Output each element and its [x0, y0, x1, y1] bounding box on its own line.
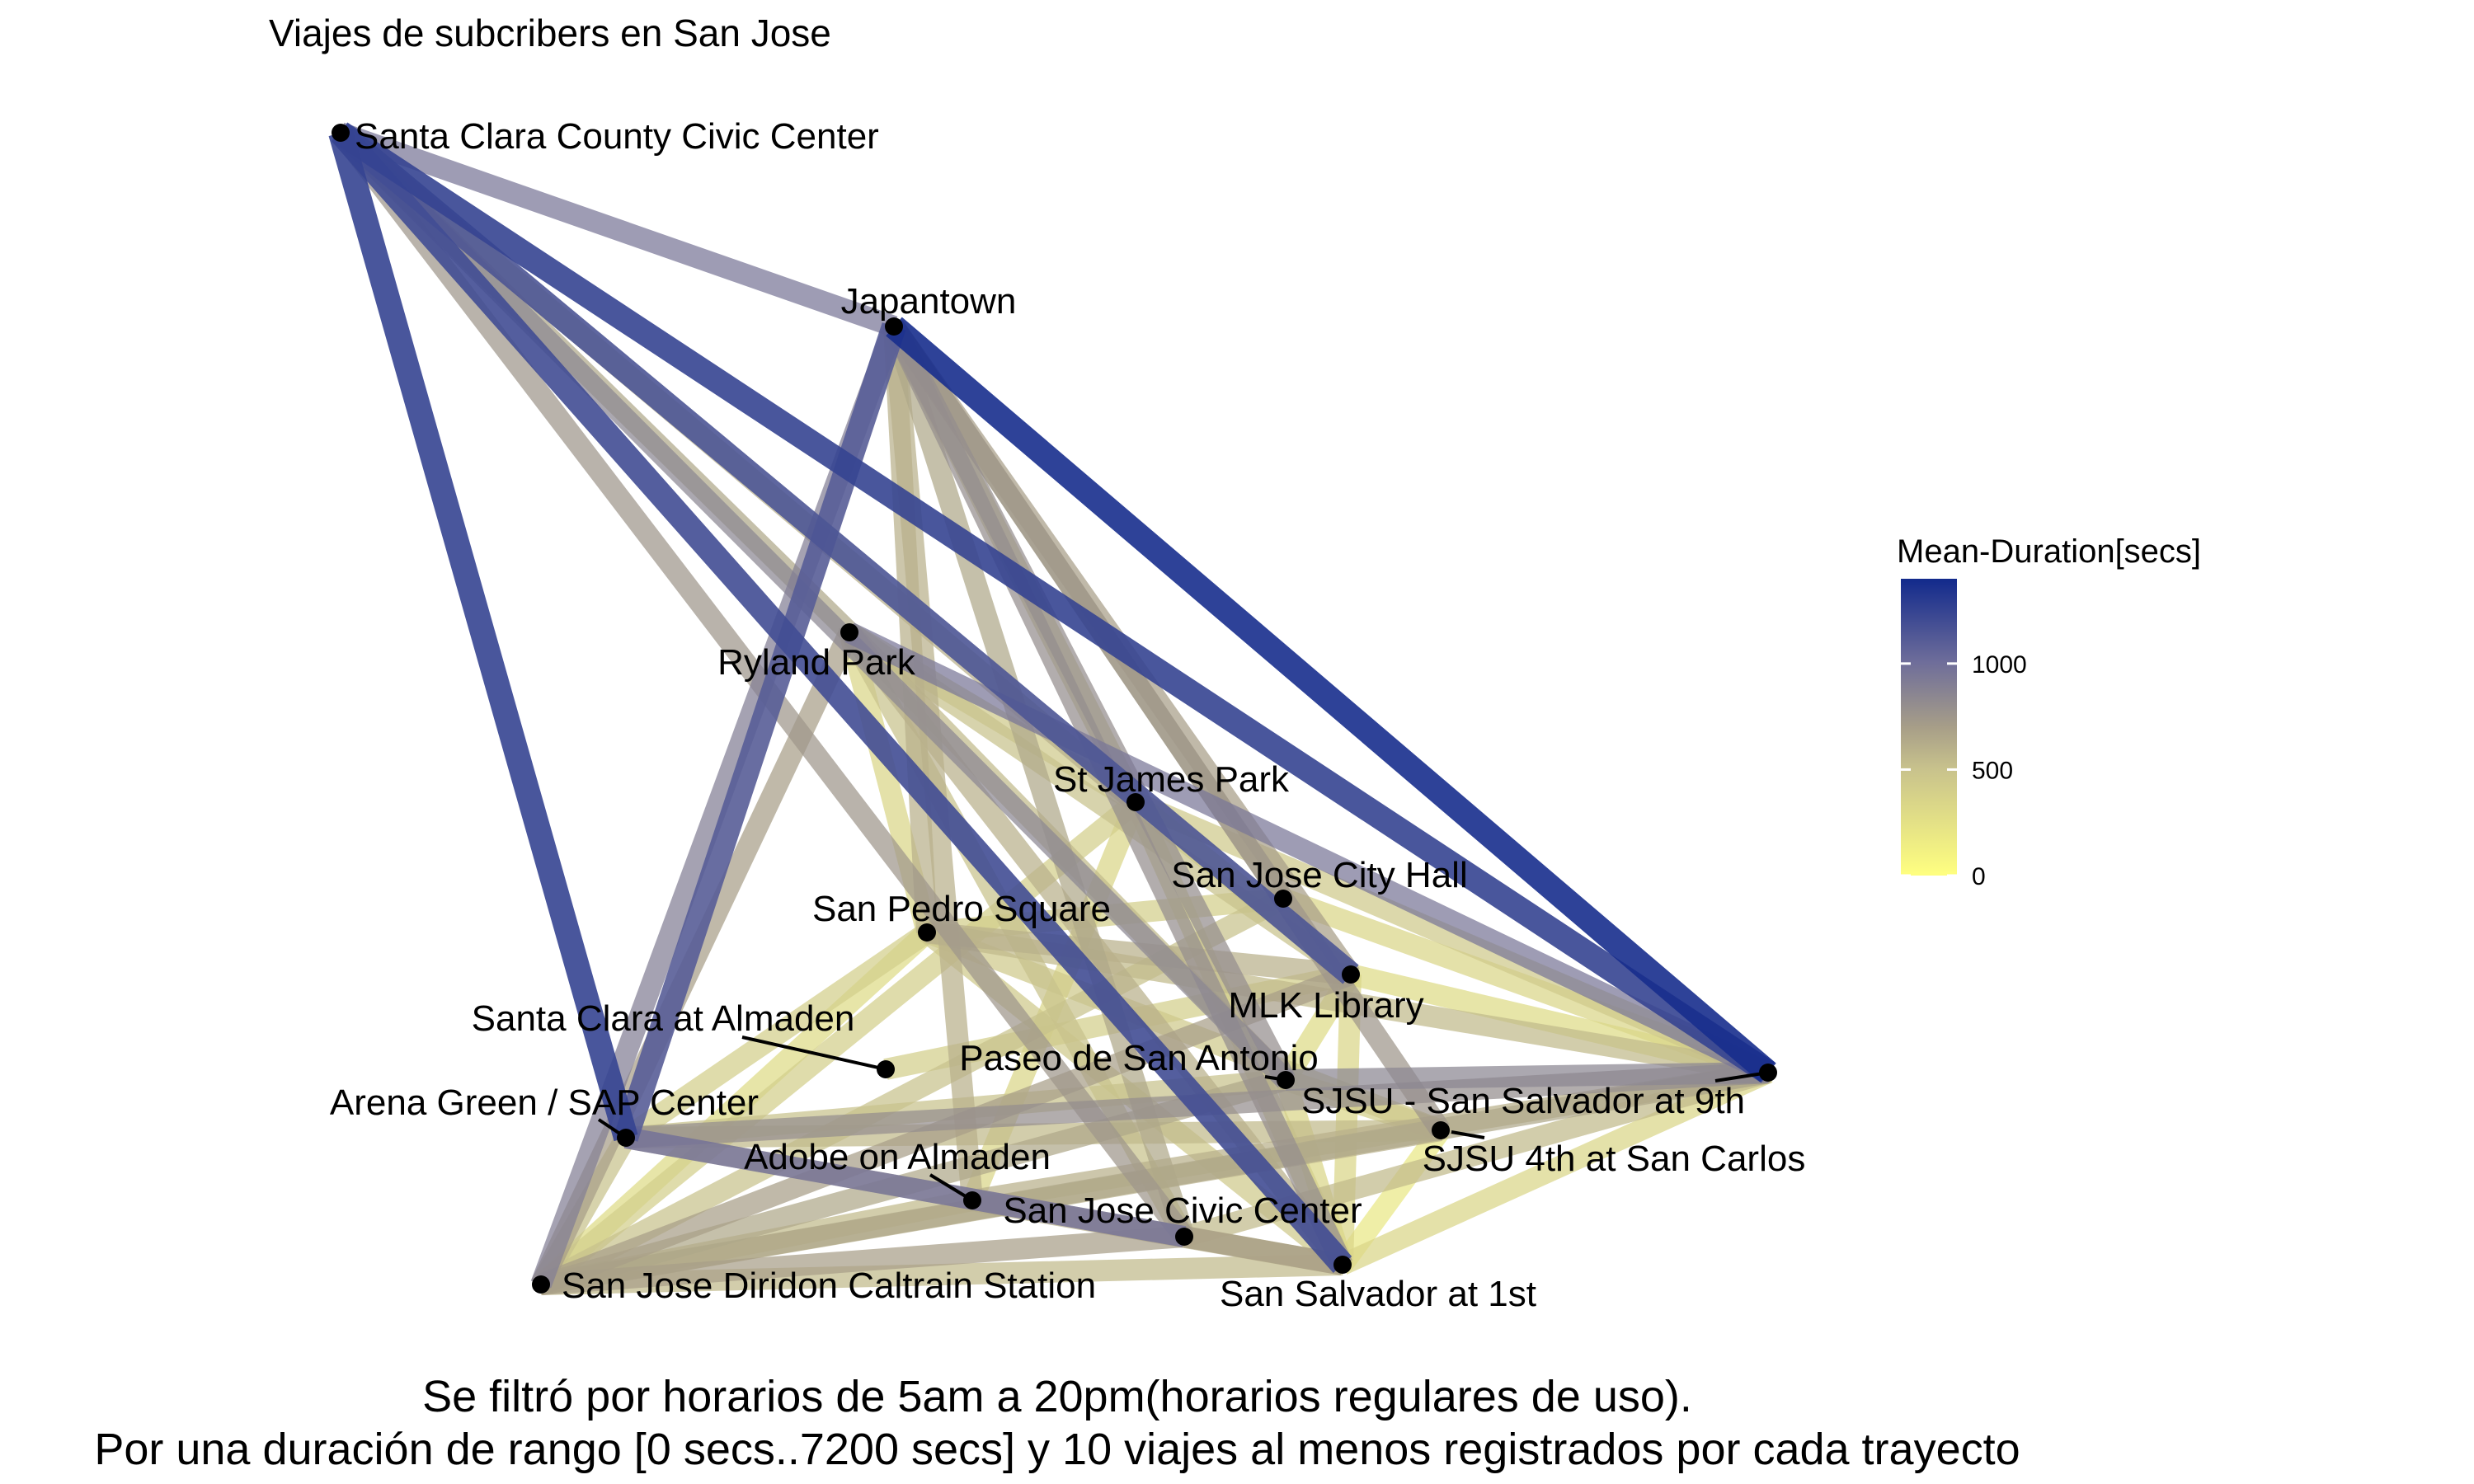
node-sccc [332, 124, 350, 142]
edge-mlk-salvador1 [1332, 974, 1362, 1266]
edge-sjsu9-salvador1 [1338, 1063, 1773, 1275]
node-ryland [840, 623, 858, 641]
node-label-arena: Arena Green / SAP Center [330, 1082, 759, 1123]
node-paseo [1277, 1071, 1295, 1089]
caption-line-1: Se filtró por horarios de 5am a 20pm(hor… [422, 1372, 1692, 1421]
edge-sccc-arena [328, 129, 638, 1142]
legend-colorbar [1901, 579, 1957, 876]
edge-japantown-adobe [883, 325, 983, 1202]
node-sjsu4 [1432, 1121, 1450, 1139]
edge-ryland-sjsu9 [844, 622, 1773, 1082]
edge-arena-civic [623, 1127, 1187, 1247]
caption-line-2: Por una duración de rango [0 secs..7200 … [94, 1425, 2020, 1474]
legend-title: Mean-Duration[secs] [1897, 533, 2201, 570]
node-sjsu9 [1759, 1064, 1777, 1082]
node-label-civic: San Jose Civic Center [1003, 1190, 1362, 1231]
edge-sccc-sjsu9 [333, 122, 1776, 1083]
edge-sanpedro-arena [619, 923, 934, 1147]
node-cityhall [1274, 890, 1292, 908]
edge-sjsu4-salvador1 [1333, 1124, 1450, 1271]
node-stjames [1126, 793, 1145, 811]
label-leader-scalmaden [741, 1036, 887, 1071]
legend-tick-label-1000: 1000 [1972, 651, 2027, 679]
edges-layer [328, 122, 1776, 1295]
edge-sccc-salvador1 [331, 124, 1352, 1273]
node-sanpedro [918, 923, 936, 942]
label-leaders-layer [597, 1036, 1769, 1202]
node-label-salvador1: San Salvador at 1st [1220, 1274, 1536, 1314]
node-label-paseo: Paseo de San Antonio [959, 1038, 1318, 1078]
node-diridon [532, 1275, 550, 1294]
edge-japantown-paseo [884, 322, 1296, 1085]
edge-paseo-sjsu9 [1285, 1062, 1769, 1091]
legend-tick-label-500: 500 [1972, 757, 2013, 784]
edge-japantown-sjsu4 [885, 320, 1450, 1137]
legend-tick-label-0: 0 [1972, 863, 1986, 890]
edge-civic-diridon [540, 1226, 1185, 1295]
node-label-sccc: Santa Clara County Civic Center [355, 116, 879, 157]
node-arena [617, 1129, 635, 1147]
node-label-scalmaden: Santa Clara at Almaden [472, 998, 855, 1039]
edge-sanpedro-mlk [925, 922, 1352, 985]
node-mlk [1342, 965, 1360, 984]
label-leader-sjsu4 [1451, 1130, 1485, 1139]
node-salvador1 [1333, 1256, 1352, 1274]
node-label-sjsu4: SJSU 4th at San Carlos [1423, 1139, 1806, 1179]
nodes-layer [332, 124, 1777, 1294]
node-label-adobe: Adobe on Almaden [744, 1137, 1051, 1177]
edge-japantown-civic [883, 323, 1195, 1240]
node-label-sanpedro: San Pedro Square [812, 889, 1111, 929]
node-japantown [885, 317, 903, 336]
node-label-mlk: MLK Library [1228, 985, 1423, 1026]
node-label-stjames: St James Park [1053, 759, 1290, 800]
node-label-cityhall: San Jose City Hall [1171, 855, 1467, 895]
node-label-japantown: Japantown [841, 281, 1017, 322]
chart-title: Viajes de subcribers en San Jose [269, 12, 831, 54]
edge-japantown-sjsu9 [886, 317, 1776, 1082]
edge-sccc-japantown [336, 122, 898, 337]
node-label-ryland: Ryland Park [717, 642, 916, 683]
node-label-sjsu9: SJSU - San Salvador at 9th [1301, 1081, 1745, 1121]
color-legend: Mean-Duration[secs] 0 500 1000 [1897, 533, 2201, 890]
node-labels-layer: Santa Clara County Civic Center Japantown… [330, 116, 1805, 1314]
node-civic [1175, 1228, 1193, 1246]
node-scalmaden [877, 1060, 895, 1078]
edge-cityhall-sanpedro [925, 888, 1285, 943]
edge-sccc-mlk [332, 123, 1359, 984]
edge-sjsu9-diridon [539, 1062, 1771, 1295]
node-adobe [963, 1191, 981, 1209]
legend-ticks: 0 500 1000 [1901, 651, 2027, 890]
node-label-diridon: San Jose Diridon Caltrain Station [562, 1266, 1096, 1306]
